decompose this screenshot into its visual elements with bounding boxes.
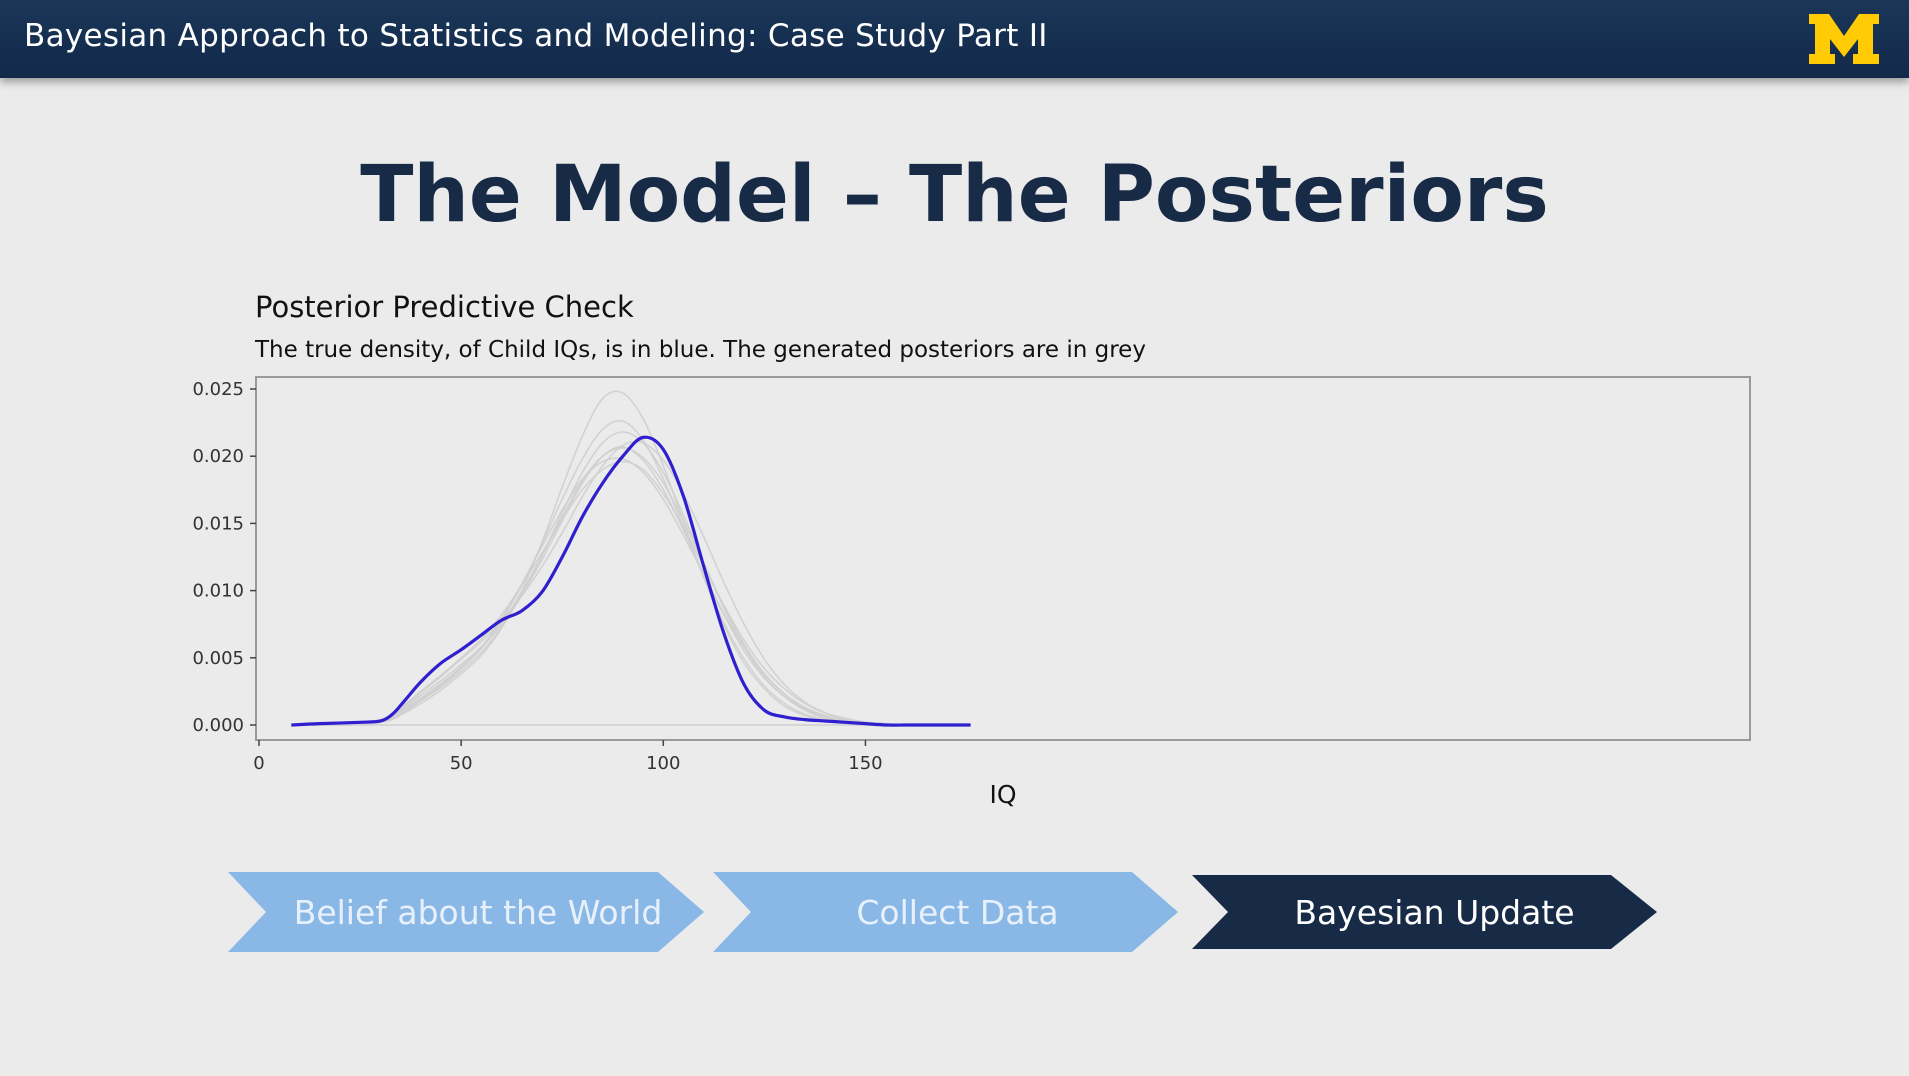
posterior-sample-line [291,390,971,726]
posterior-sample-line [291,420,971,726]
flow-arrow-fill [713,872,1178,952]
posterior-sample-line [291,431,971,726]
flow-arrow-shape [713,872,1178,952]
flow-step-bayesian-update: Bayesian Update [1192,875,1657,949]
header-bar: Bayesian Approach to Statistics and Mode… [0,0,1909,78]
x-tick-label: 50 [450,753,473,774]
y-tick-label: 0.010 [192,581,244,602]
flow-arrow-fill [1192,875,1657,949]
y-tick-label: 0.005 [192,648,244,669]
true-density-line [291,435,971,727]
flow-arrow-shape [1192,875,1657,949]
y-tick-label: 0.025 [192,379,244,400]
posterior-sample-line [291,447,971,726]
x-tick-label: 150 [848,753,882,774]
chart-title: Posterior Predictive Check [255,290,634,324]
flow-step-collect-data: Collect Data [713,872,1178,952]
y-tick-label: 0.020 [192,446,244,467]
flow-arrow-shape [228,872,704,952]
x-axis-label: IQ [989,780,1016,809]
x-tick-label: 100 [646,753,680,774]
course-title: Bayesian Approach to Statistics and Mode… [24,18,1048,54]
flow-step-label: Bayesian Update [1294,892,1575,932]
posterior-sample-line [291,440,971,726]
block-m-logo [1809,14,1879,64]
flow-step-label: Collect Data [856,892,1059,932]
block-m-logo-shape [1809,14,1879,64]
flow-arrow-fill [228,872,704,952]
posterior-sample-line [291,445,971,726]
posterior-sample-line [291,460,971,726]
y-tick-label: 0.000 [192,715,244,736]
y-tick-label: 0.015 [192,513,244,534]
x-tick-label: 0 [253,753,264,774]
chart-subtitle: The true density, of Child IQs, is in bl… [254,337,1146,363]
plot-panel [255,376,1751,741]
flow-step-belief: Belief about the World [228,872,704,952]
posterior-sample-line [291,457,971,726]
slide-title: The Model – The Posteriors [360,150,1549,240]
flow-step-label: Belief about the World [293,892,663,932]
